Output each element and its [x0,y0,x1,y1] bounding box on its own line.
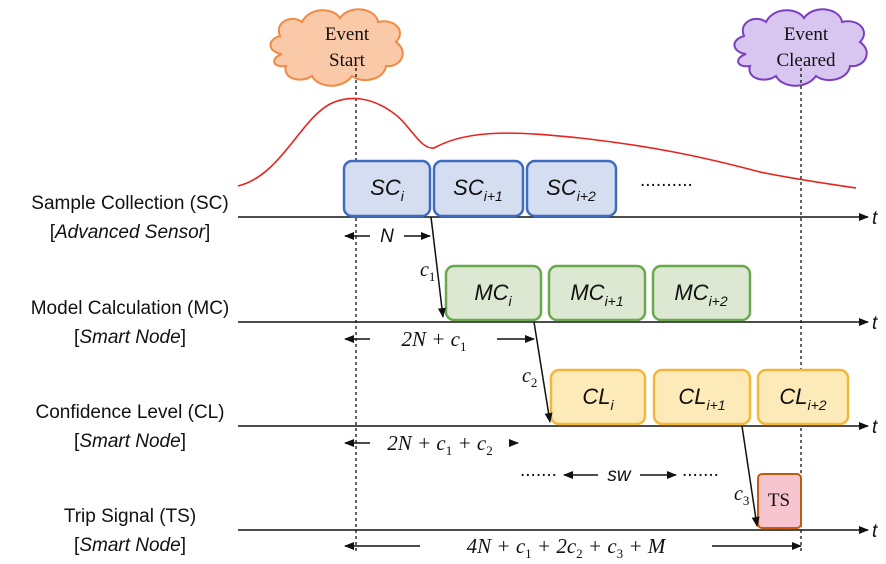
svg-text:SCi+1: SCi+1 [453,175,503,204]
cl-block-i: CLi [549,368,647,426]
interval-cl: 2N + c1 + c2 [344,431,519,458]
lane-label-mc: Model Calculation (MC) [Smart Node] [31,298,230,348]
interval-mc: 2N + c1 [344,327,535,354]
sw-left-dots: ....... [520,460,557,481]
cl-block-i-plus-1: CLi+1 [652,368,752,426]
svg-text:CLi+1: CLi+1 [678,384,725,413]
time-symbol: t [872,313,878,334]
sw-label: sw [607,465,632,486]
ts-block: TS [757,473,802,529]
svg-text:MCi+2: MCi+2 [674,280,728,309]
sliding-window: ....... sw ....... [520,460,719,486]
sc-ellipsis: .......... [640,170,693,191]
interval-mc-label: 2N + c1 [402,327,467,354]
event-start-label-2: Start [329,50,366,71]
lane-device: [Advanced Sensor] [50,222,211,243]
delay-label-c2: c2 [522,365,537,390]
delay-arrow-c2: c2 [522,321,553,423]
mc-block-i-plus-2: MCi+2 [651,264,752,322]
sc-block-i: SCi [342,159,432,218]
svg-text:SCi+2: SCi+2 [546,175,596,204]
delay-arrow-c1: c1 [420,216,446,318]
interval-n: N [344,226,431,247]
interval-cl-label: 2N + c1 + c2 [387,431,493,458]
delay-arrow-c3: c3 [734,425,760,527]
cl-block-i-plus-2: CLi+2 [756,368,850,426]
mc-block-i: MCi [444,264,543,322]
lane-name: Model Calculation (MC) [31,298,230,319]
lane-label-sc: Sample Collection (SC) [Advanced Sensor] [31,193,228,243]
event-start-cloud: Event Start [269,8,404,87]
signal-waveform [237,97,857,189]
interval-ts-label: 4N + c1 + 2c2 + c3 + M [467,534,667,561]
sw-right-dots: ....... [682,460,719,481]
lane-device: [Smart Node] [74,431,186,452]
time-symbol: t [872,417,878,438]
time-axis-mc: t [238,313,878,334]
time-symbol: t [872,521,878,542]
svg-text:TS: TS [768,490,790,511]
sc-block-i-plus-2: SCi+2 [525,159,618,218]
interval-ts: 4N + c1 + 2c2 + c3 + M [344,534,802,561]
lane-name: Trip Signal (TS) [64,506,196,527]
lane-name: Confidence Level (CL) [35,402,224,423]
mc-block-i-plus-1: MCi+1 [547,264,647,322]
event-start-label-1: Event [325,24,370,45]
svg-text:CLi: CLi [582,384,614,413]
time-axis-ts: t [238,521,878,542]
lane-label-ts: Trip Signal (TS) [Smart Node] [64,506,196,556]
svg-text:MCi+1: MCi+1 [570,280,623,309]
time-axis-cl: t [238,417,878,438]
event-cleared-label-2: Cleared [776,50,836,71]
delay-label-c1: c1 [420,259,435,284]
event-cleared-label-1: Event [784,24,829,45]
lane-device: [Smart Node] [74,327,186,348]
interval-n-label: N [380,226,394,247]
svg-text:CLi+2: CLi+2 [779,384,826,413]
time-symbol: t [872,208,878,229]
lane-device: [Smart Node] [74,535,186,556]
svg-text:MCi: MCi [474,280,512,309]
sc-block-i-plus-1: SCi+1 [432,159,525,218]
lane-label-cl: Confidence Level (CL) [Smart Node] [35,402,224,452]
svg-text:SCi: SCi [370,175,405,204]
lane-name: Sample Collection (SC) [31,193,228,214]
delay-label-c3: c3 [734,483,749,508]
event-cleared-cloud: Event Cleared [733,8,868,87]
